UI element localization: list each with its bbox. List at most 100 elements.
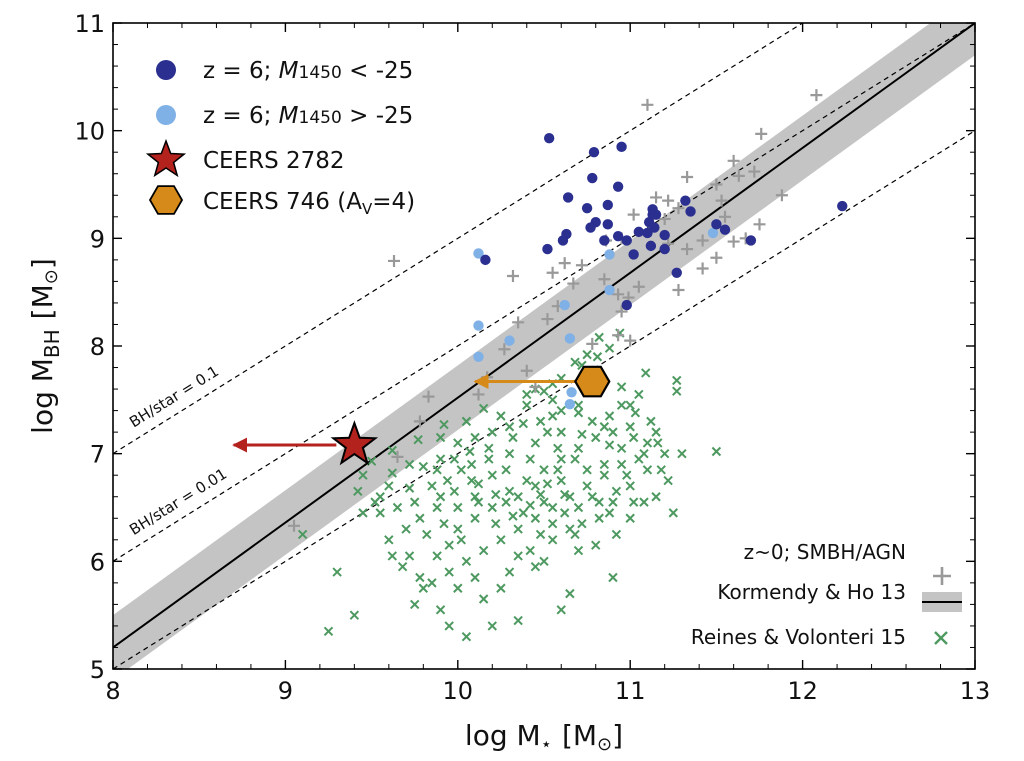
rv15-point <box>634 389 644 400</box>
rv15-point <box>404 459 415 470</box>
rv15-point <box>553 465 563 475</box>
rv15-point <box>556 427 566 437</box>
rv15-point <box>435 605 446 615</box>
rv15-point <box>496 411 506 421</box>
bright-qso-point <box>659 243 670 255</box>
rv15-point <box>642 438 653 448</box>
rv15-point <box>539 497 549 507</box>
legend-ceers746-end: =4) <box>372 189 415 215</box>
rv15-point <box>547 411 558 421</box>
rv15-point <box>484 454 494 464</box>
legend-bottom-right: z~0; SMBH/AGN Kormendy & Ho 13 Reines & … <box>691 540 962 649</box>
rv15-point <box>466 459 477 470</box>
rv15-point <box>404 483 415 493</box>
rv15-point <box>366 456 377 466</box>
bright-qso-point <box>621 299 632 311</box>
rv15-point <box>604 440 615 450</box>
ceers-markers-layer <box>232 365 611 466</box>
rv15-point <box>628 432 639 443</box>
y-axis-title-unit-end: ] <box>26 258 59 269</box>
bright-qso-point <box>543 133 555 144</box>
rv15-point <box>625 422 635 432</box>
faint-qso-point <box>473 320 484 331</box>
kh13-point <box>650 191 663 204</box>
kh13-point <box>391 450 404 463</box>
rv15-point <box>473 479 484 489</box>
kh13-point <box>615 305 628 318</box>
rv15-point <box>353 486 363 497</box>
rv15-point <box>653 438 663 448</box>
rv15-point <box>535 416 546 427</box>
kh13-point <box>681 243 694 256</box>
bright-qso-point <box>587 172 598 184</box>
rv15-point <box>496 535 506 545</box>
rv15-point <box>582 481 592 491</box>
bright-qso-point <box>650 209 662 220</box>
x-tick-label: 10 <box>443 677 474 705</box>
kh13-relation-line <box>113 23 975 649</box>
rv15-point <box>456 465 466 475</box>
rv15-point <box>570 454 580 464</box>
y-tick-label: 9 <box>90 225 105 253</box>
x-axis-title-sub: ⋆ <box>541 734 552 755</box>
rv15-point <box>449 454 460 464</box>
kh13-point <box>696 262 709 275</box>
rv15-point <box>449 486 460 497</box>
faint-qso-point <box>707 227 719 239</box>
rv15-point <box>413 434 423 445</box>
rv15-point <box>651 492 661 502</box>
rv15-point <box>628 497 639 507</box>
rv15-point <box>651 427 661 437</box>
legend-bright-pre: z = 6; <box>203 58 279 84</box>
rv15-point <box>470 492 480 502</box>
bright-qso-point <box>542 243 553 255</box>
ratio-line-label: BH/star = 0.01 <box>126 465 230 539</box>
rv15-point <box>591 540 601 550</box>
legend-kh13-plus-icon <box>933 567 951 585</box>
rv15-point <box>453 524 463 534</box>
y-tick-label: 7 <box>90 441 105 469</box>
kh13-point <box>612 288 625 301</box>
kh13-point <box>413 415 426 428</box>
faint-qso-point <box>559 299 570 311</box>
rv15-point <box>539 386 549 396</box>
bright-qso-point <box>557 235 569 246</box>
kh13-point <box>288 519 301 532</box>
legend-ceers2782-label: CEERS 2782 <box>203 148 345 174</box>
rv15-point <box>530 562 541 572</box>
rv15-point <box>501 465 511 475</box>
rv15-point <box>518 508 529 518</box>
rv15-point <box>711 446 722 457</box>
y-axis-title-unit-sub: ⊙ <box>41 269 62 284</box>
y-axis-title: log MBH [M⊙] <box>26 258 64 434</box>
bright-qso-point <box>585 222 596 233</box>
bright-qso-point <box>680 195 691 206</box>
rv15-point <box>570 357 580 367</box>
ratio-line <box>113 23 804 455</box>
kh13-point <box>732 169 745 182</box>
rv15-point <box>547 502 558 513</box>
rv15-point <box>542 427 553 437</box>
rv15-point <box>513 615 523 626</box>
kh13-point <box>662 194 675 207</box>
rv15-point <box>487 502 497 513</box>
ratio-lines-layer <box>113 23 975 669</box>
y-axis-title-main: log M <box>26 358 59 434</box>
faint-qso-points-layer <box>473 227 719 410</box>
kh13-point <box>506 270 519 283</box>
rv15-point <box>677 448 687 459</box>
rv15-point <box>599 422 610 432</box>
rv15-point <box>577 518 587 529</box>
relation-band-layer <box>113 23 975 669</box>
rv15-point <box>491 518 501 529</box>
rv15-point <box>432 551 442 561</box>
rv15-point <box>625 400 635 410</box>
rv15-point <box>487 470 497 480</box>
x-tick-label: 11 <box>615 677 646 705</box>
kh13-point <box>586 337 599 350</box>
rv15-point <box>530 481 541 491</box>
rv15-point <box>422 529 432 540</box>
rv15-point <box>547 535 558 545</box>
rv15-point <box>639 497 649 507</box>
rv15-point <box>522 400 532 410</box>
